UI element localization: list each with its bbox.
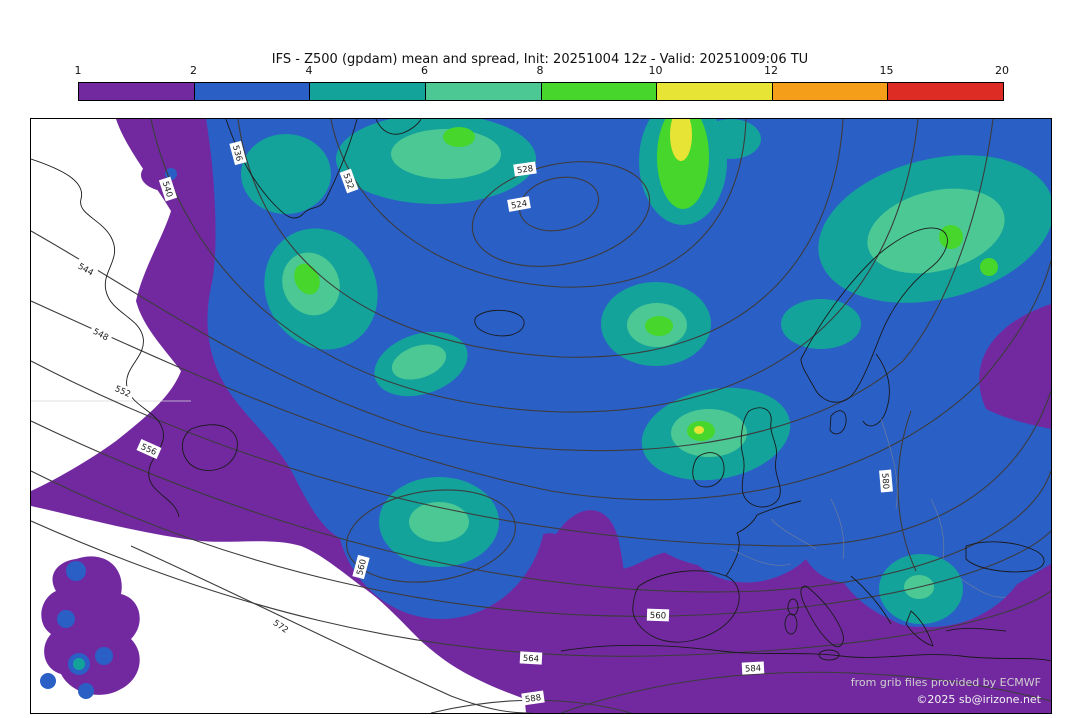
coastline-turkey — [945, 627, 1007, 632]
colorbar-segment — [425, 83, 542, 100]
coastline-corsica — [787, 598, 799, 616]
colorbar-tick-labels: 1 2 4 6 8 10 12 15 20 — [74, 64, 1010, 78]
colorbar-segments — [79, 83, 1003, 100]
colorbar-tick-label: 1 — [74, 64, 82, 77]
colorbar-tick-label: 12 — [764, 64, 778, 77]
colorbar-tick-label: 4 — [305, 64, 313, 77]
spread-colorbar — [78, 82, 1004, 101]
coastline-labrador — [31, 158, 180, 518]
coastline-iberia — [632, 570, 740, 643]
coastline-newfoundland — [182, 424, 238, 471]
colorbar-segment — [772, 83, 889, 100]
svg-text:560: 560 — [650, 611, 667, 622]
colorbar-segment — [657, 83, 773, 100]
coastline-north-africa — [560, 644, 1051, 662]
coastline-france — [725, 500, 802, 577]
svg-text:564: 564 — [523, 654, 540, 665]
weather-map-svg: 5365325285245405445485525565605605645725… — [31, 119, 1051, 713]
coastline-ireland — [692, 452, 725, 488]
contour-label: 560 — [646, 608, 670, 622]
colorbar-tick-label: 8 — [536, 64, 544, 77]
contour-label: 560 — [352, 554, 370, 580]
colorbar-segment — [194, 83, 311, 100]
coastline-greenland — [225, 119, 358, 219]
colorbar-tick-label: 15 — [879, 64, 894, 77]
coastline-baltic — [862, 353, 890, 427]
contour-label: 524 — [507, 196, 531, 212]
spread-fill-yellow — [670, 119, 704, 434]
contour-label: 580 — [879, 469, 893, 493]
coastlines — [31, 119, 1051, 662]
svg-text:536: 536 — [230, 144, 244, 162]
coastline-greece — [905, 610, 934, 647]
page-title: IFS - Z500 (gpdam) mean and spread, Init… — [271, 52, 809, 67]
colorbar-tick-label: 2 — [190, 64, 197, 77]
svg-text:540: 540 — [160, 180, 175, 199]
colorbar-tick-label: 10 — [648, 64, 663, 77]
coastline-italy — [800, 585, 844, 648]
contour-label: 588 — [521, 690, 545, 706]
svg-text:584: 584 — [745, 664, 762, 675]
colorbar-segment — [541, 83, 658, 100]
coastline-black-sea — [965, 541, 1045, 573]
attribution-source: from grib files provided by ECMWF — [850, 676, 1041, 689]
coastline-denmark — [829, 410, 847, 435]
svg-text:528: 528 — [516, 164, 533, 176]
svg-text:588: 588 — [524, 693, 541, 705]
svg-text:524: 524 — [510, 199, 528, 212]
contour-label: 540 — [158, 176, 178, 202]
map-canvas: 536 532 528 524 540 544 548 552 556 560 560 564 572 5… — [30, 118, 1052, 714]
attribution-copyright: ©2025 sb@irizone.net — [916, 693, 1041, 706]
country-borders — [730, 418, 1007, 598]
contour-label: 564 — [519, 651, 543, 665]
contour-label: 528 — [513, 161, 537, 177]
spread-fill-green — [294, 119, 998, 441]
colorbar-tick-label: 6 — [421, 64, 428, 77]
contour-label: 584 — [741, 661, 765, 675]
coastline-great-britain — [740, 407, 781, 508]
svg-text:560: 560 — [355, 558, 369, 576]
spread-fill-purple-tongue — [523, 510, 691, 713]
coastline-iceland — [474, 309, 525, 337]
colorbar-tick-label: 20 — [995, 64, 1009, 77]
coastline-arctic-island — [375, 119, 422, 135]
coastline-scandinavia — [800, 227, 948, 403]
colorbar-segment — [79, 83, 195, 100]
contour-label: 536 — [229, 140, 247, 166]
colorbar-segment — [888, 83, 1003, 100]
z500-contour-lines — [31, 119, 1051, 713]
coastline-sicily — [818, 649, 840, 661]
coastline-balkans — [850, 575, 892, 625]
svg-text:580: 580 — [879, 473, 890, 490]
colorbar-segment — [310, 83, 426, 100]
